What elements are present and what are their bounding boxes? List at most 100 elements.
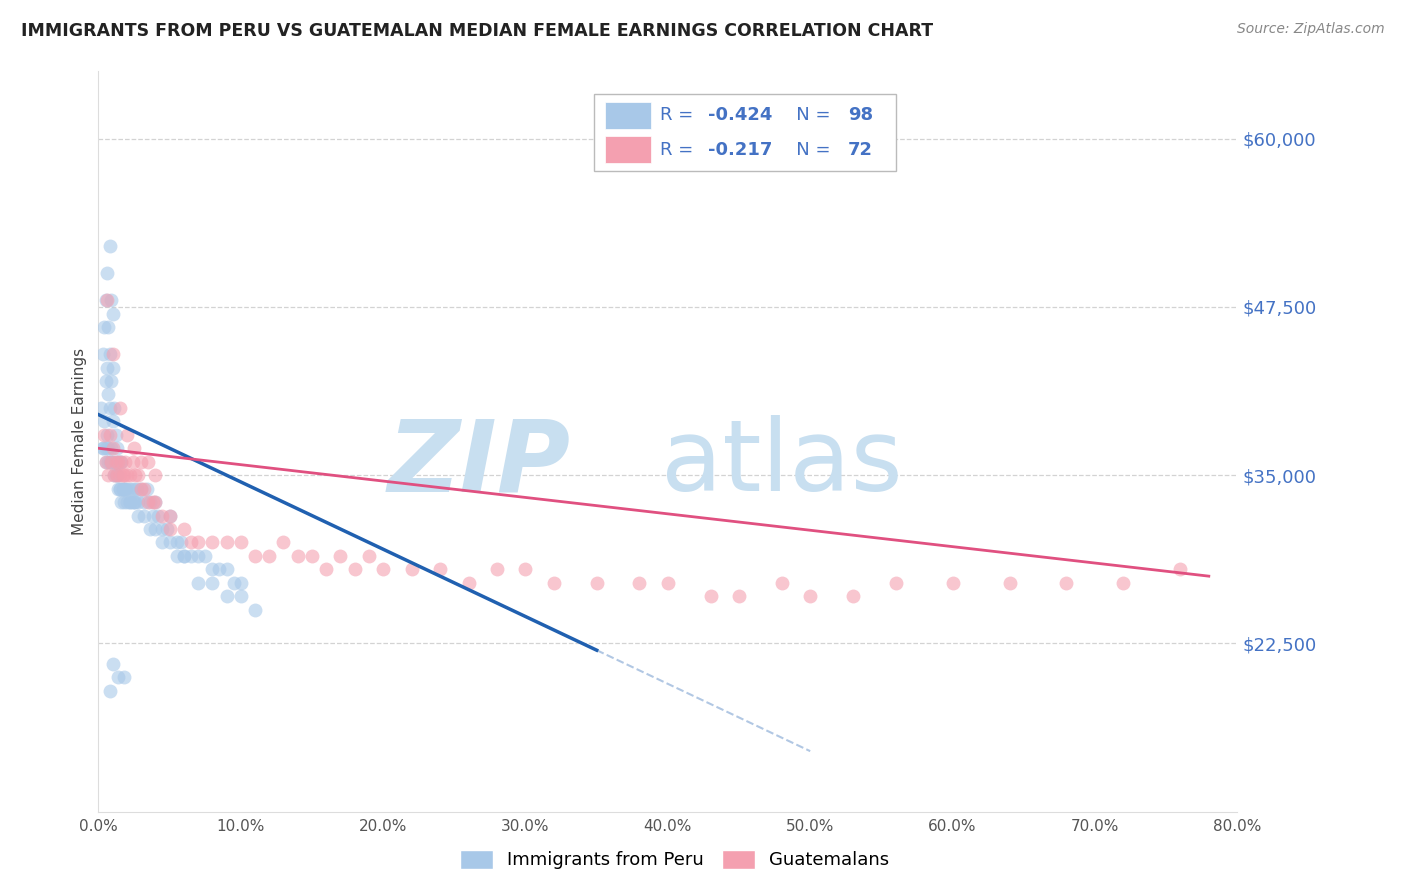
Point [104, 427, 127, 442]
Point [104, 455, 127, 469]
Point [94, 293, 117, 308]
Point [208, 562, 231, 576]
Point [159, 522, 181, 536]
Point [100, 293, 122, 308]
Point [98, 347, 121, 361]
Point [173, 522, 195, 536]
Text: 98: 98 [848, 106, 873, 124]
Point [799, 590, 821, 604]
Point [122, 442, 145, 456]
Point [105, 468, 128, 483]
Point [93, 414, 115, 428]
Point [105, 442, 128, 456]
Point [141, 495, 163, 509]
Point [110, 455, 132, 469]
Point [152, 508, 174, 523]
Point [129, 482, 152, 496]
Point [273, 535, 295, 549]
Point [329, 549, 352, 563]
Point [170, 535, 193, 549]
Point [100, 455, 122, 469]
Point [96, 266, 118, 280]
Point [107, 455, 129, 469]
Point [315, 562, 337, 576]
Text: atlas: atlas [661, 416, 903, 512]
Point [114, 455, 136, 469]
Point [301, 549, 323, 563]
Text: -0.217: -0.217 [707, 141, 772, 159]
Point [585, 575, 607, 590]
Point [141, 508, 163, 523]
Point [187, 575, 209, 590]
Point [111, 482, 134, 496]
Point [104, 468, 127, 483]
Point [103, 401, 125, 415]
Point [132, 482, 155, 496]
Point [1112, 575, 1135, 590]
Point [122, 495, 145, 509]
Point [145, 495, 167, 509]
Point [96, 360, 118, 375]
Point [107, 482, 129, 496]
Point [108, 455, 131, 469]
Point [145, 495, 167, 509]
Point [100, 374, 122, 388]
Point [97, 320, 120, 334]
Point [122, 482, 145, 496]
Point [998, 575, 1021, 590]
Point [101, 455, 124, 469]
Point [401, 562, 423, 576]
Point [112, 670, 135, 684]
Point [97, 387, 120, 401]
Point [120, 482, 142, 496]
Point [91, 442, 114, 456]
Point [457, 575, 479, 590]
Point [121, 455, 143, 469]
Point [101, 360, 124, 375]
Point [96, 293, 118, 308]
Point [90, 401, 112, 415]
Point [94, 455, 117, 469]
Text: -0.424: -0.424 [707, 106, 772, 124]
Point [101, 307, 124, 321]
Point [215, 535, 238, 549]
Point [222, 575, 245, 590]
Point [100, 442, 122, 456]
Point [103, 468, 125, 483]
Point [180, 549, 202, 563]
Point [94, 374, 117, 388]
Point [98, 427, 121, 442]
Point [357, 549, 380, 563]
Text: R =: R = [659, 106, 699, 124]
Y-axis label: Median Female Earnings: Median Female Earnings [72, 348, 87, 535]
Point [173, 549, 195, 563]
Point [543, 575, 565, 590]
Point [486, 562, 509, 576]
Point [942, 575, 965, 590]
Point [105, 468, 128, 483]
Text: IMMIGRANTS FROM PERU VS GUATEMALAN MEDIAN FEMALE EARNINGS CORRELATION CHART: IMMIGRANTS FROM PERU VS GUATEMALAN MEDIA… [21, 22, 934, 40]
Point [243, 549, 266, 563]
Point [152, 522, 174, 536]
Text: Source: ZipAtlas.com: Source: ZipAtlas.com [1237, 22, 1385, 37]
Point [136, 455, 159, 469]
Point [343, 562, 366, 576]
Point [114, 482, 136, 496]
Point [96, 427, 118, 442]
Point [91, 442, 114, 456]
FancyBboxPatch shape [605, 102, 651, 128]
Point [101, 414, 124, 428]
Point [770, 575, 793, 590]
Point [201, 535, 224, 549]
Point [107, 455, 129, 469]
Point [93, 320, 115, 334]
Point [91, 347, 114, 361]
Point [112, 468, 135, 483]
Point [229, 535, 252, 549]
Point [108, 482, 131, 496]
Point [110, 455, 132, 469]
Point [699, 590, 721, 604]
Point [129, 455, 152, 469]
Point [101, 442, 124, 456]
Text: 72: 72 [848, 141, 873, 159]
